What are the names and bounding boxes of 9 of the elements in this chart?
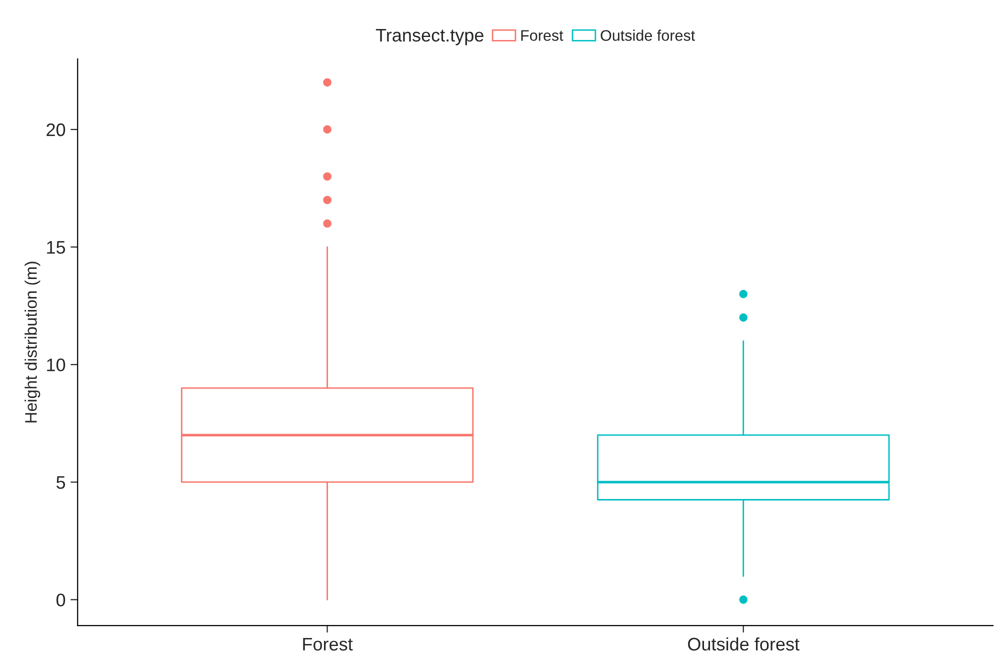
y-tick-label: 10 — [47, 358, 66, 372]
y-tick-label: 0 — [56, 594, 66, 606]
y-tick-label: 20 — [46, 123, 66, 136]
legend-label: Forest — [521, 30, 564, 41]
legend-title: Transect.type — [376, 29, 484, 46]
y-tick-label: 5 — [56, 476, 66, 489]
y-axis-title: Height distribution (m) — [24, 262, 40, 422]
y-tick-label: 15 — [47, 241, 66, 254]
legend-label: Outside forest — [600, 30, 695, 41]
